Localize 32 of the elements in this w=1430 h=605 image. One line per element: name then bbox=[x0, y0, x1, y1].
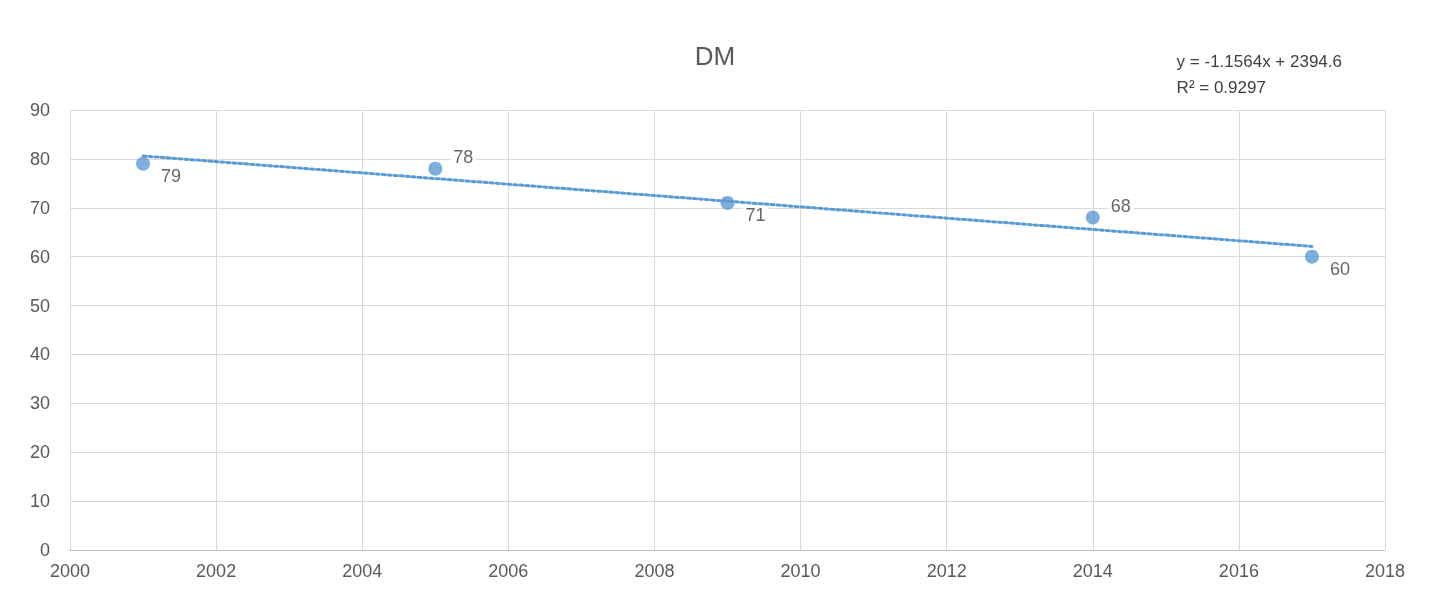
x-tick-label: 2012 bbox=[926, 561, 967, 581]
y-tick-label: 20 bbox=[29, 442, 50, 463]
x-tick-label: 2016 bbox=[1218, 561, 1259, 581]
text: R² = 0.9297 bbox=[1176, 77, 1266, 97]
x-tick-label: 2008 bbox=[634, 561, 675, 581]
point bbox=[1304, 249, 1319, 264]
data-label: 78 bbox=[453, 146, 474, 167]
x-tick-label: 2004 bbox=[342, 561, 383, 581]
y-tick-label: 40 bbox=[29, 344, 50, 365]
point bbox=[1085, 210, 1100, 225]
data-label: 71 bbox=[745, 204, 766, 225]
x-tick-label: 2000 bbox=[49, 561, 91, 581]
data-label: 60 bbox=[1329, 258, 1350, 279]
y-tick-label: 90 bbox=[29, 100, 50, 120]
y-tick-label: 10 bbox=[29, 491, 50, 512]
y-tick-label: 0 bbox=[39, 540, 50, 560]
y-tick-label: 70 bbox=[29, 197, 50, 218]
point bbox=[136, 156, 151, 171]
y-tick-label: 30 bbox=[29, 393, 50, 414]
x-tick-label: 2002 bbox=[196, 561, 237, 581]
x-tick-label: 2014 bbox=[1072, 561, 1113, 581]
y-tick-label: 50 bbox=[29, 295, 50, 316]
x-tick-label: 2010 bbox=[780, 561, 821, 581]
data-label: 79 bbox=[161, 165, 182, 186]
point bbox=[428, 161, 443, 176]
y-tick-label: 60 bbox=[29, 246, 50, 267]
data-label: 68 bbox=[1110, 195, 1131, 216]
x-tick-label: 2018 bbox=[1364, 561, 1406, 581]
y-tick-label: 80 bbox=[29, 148, 50, 169]
text: y = -1.1564x + 2394.6 bbox=[1176, 51, 1342, 71]
x-tick-label: 2006 bbox=[488, 561, 529, 581]
chart-title: DM bbox=[694, 41, 736, 71]
